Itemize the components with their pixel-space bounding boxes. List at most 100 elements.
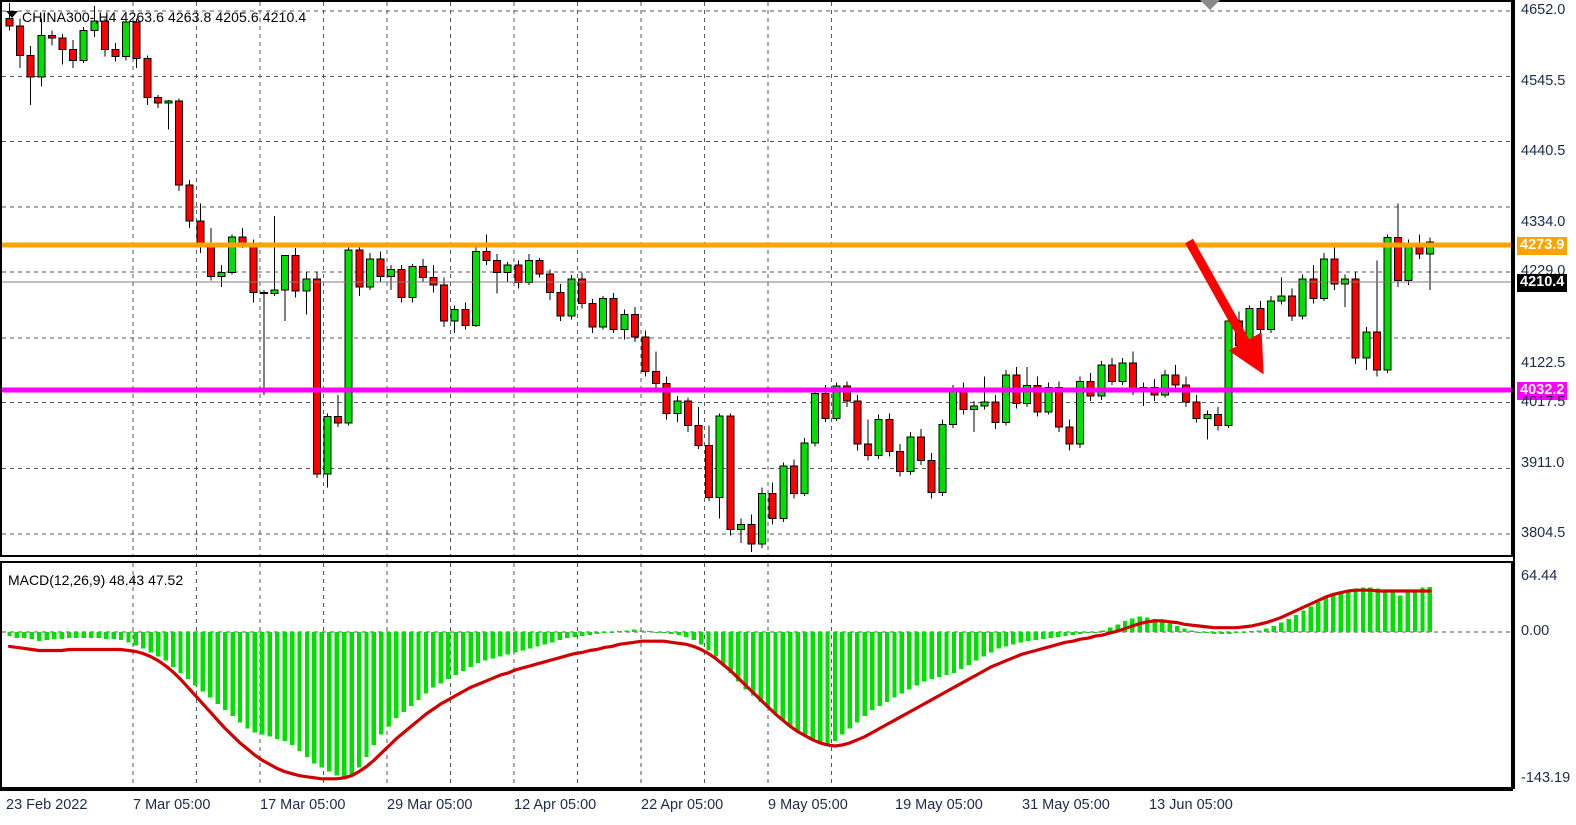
macd-histogram-bar	[408, 632, 414, 706]
candlestick	[1033, 376, 1042, 417]
collapse-triangle-down-icon[interactable]	[6, 11, 18, 18]
candlestick	[1224, 314, 1233, 429]
price-chart-panel[interactable]: CHINA300-,H4 4263.6 4263.8 4205.6 4210.4	[0, 0, 1513, 557]
macd-histogram-bar	[1070, 632, 1076, 636]
candlestick	[736, 518, 745, 543]
candlestick	[122, 12, 131, 61]
macd-histogram-bar	[1011, 632, 1016, 645]
macd-histogram-bar	[1063, 632, 1068, 637]
price-scale-panel[interactable]: 4652.0 4545.5 4440.5 4334.0 4273.9 4229.0 4210…	[1513, 0, 1576, 789]
macd-histogram-bar	[297, 632, 302, 752]
candlestick	[726, 413, 735, 536]
candlestick	[1288, 288, 1297, 321]
time-scale-panel[interactable]: 23 Feb 2022 7 Mar 05:00 17 Mar 05:00 29 Mar…	[0, 789, 1576, 825]
macd-histogram-bar	[44, 632, 49, 641]
candlestick	[259, 289, 268, 395]
candlestick	[599, 296, 608, 330]
candlestick	[1065, 419, 1074, 451]
candlestick	[1171, 365, 1180, 389]
candlestick	[143, 55, 152, 105]
macd-histogram-bar	[765, 632, 771, 708]
candlestick	[429, 265, 438, 293]
macd-histogram-bar	[156, 632, 161, 657]
macd-histogram-bar	[609, 632, 615, 633]
macd-histogram-bar	[639, 630, 644, 632]
down-arrow-annotation[interactable]	[1185, 238, 1264, 375]
candlestick	[1160, 370, 1169, 398]
macd-histogram-bar	[334, 632, 339, 776]
macd-histogram-bar	[706, 632, 711, 651]
candlestick	[217, 265, 226, 287]
candlestick	[69, 40, 78, 68]
price-scale-tick: 4652.0	[1521, 2, 1566, 18]
macd-histogram-bar	[1249, 631, 1254, 633]
macd-histogram-bar	[118, 632, 124, 641]
candlestick	[90, 6, 99, 37]
macd-histogram-bar	[96, 632, 101, 639]
candlestick	[1266, 296, 1275, 334]
macd-histogram-bar	[676, 632, 681, 636]
macd-histogram-bar	[379, 632, 384, 735]
macd-histogram-bar	[959, 632, 964, 669]
macd-plot-area[interactable]	[2, 563, 1511, 787]
macd-histogram-bar	[103, 632, 109, 640]
candlestick	[588, 299, 597, 334]
candlestick	[577, 272, 586, 309]
macd-histogram-bar	[141, 632, 146, 649]
time-scale-tick: 22 Apr 05:00	[641, 797, 724, 813]
macd-histogram-bar	[222, 632, 228, 711]
candlestick	[1023, 367, 1032, 408]
macd-histogram-bar	[654, 632, 659, 633]
macd-histogram-bar	[498, 632, 503, 657]
macd-histogram-bar	[59, 632, 64, 640]
macd-histogram-bar	[1405, 591, 1410, 632]
macd-histogram-bar	[282, 632, 287, 741]
macd-histogram-bar	[572, 632, 577, 638]
candlestick	[959, 382, 968, 415]
macd-histogram-bar	[936, 632, 942, 678]
candlestick	[493, 254, 502, 294]
macd-indicator-panel[interactable]: MACD(12,26,9) 48.43 47.52	[0, 561, 1513, 789]
candlestick	[323, 413, 332, 488]
candlestick	[111, 43, 120, 62]
macd-histogram-bar	[557, 632, 563, 641]
macd-histogram-bar	[1182, 628, 1187, 632]
macd-histogram-bar	[364, 632, 369, 758]
candlestick	[620, 309, 629, 340]
macd-histogram-bar	[208, 632, 213, 698]
candlestick	[440, 277, 449, 327]
macd-histogram-bar	[438, 632, 444, 684]
macd-histogram-bar	[1212, 632, 1217, 635]
macd-histogram-bar	[1100, 630, 1105, 632]
candlestick	[387, 265, 396, 290]
macd-histogram-bar	[14, 632, 20, 639]
candlestick	[535, 257, 544, 278]
candlestick	[811, 388, 820, 447]
macd-histogram-bar	[431, 632, 436, 688]
price-level-tag-black[interactable]: 4210.4	[1517, 274, 1568, 292]
macd-histogram-bar	[1271, 626, 1276, 632]
macd-histogram-bar	[1278, 622, 1284, 632]
candlestick	[906, 431, 915, 476]
candlestick	[609, 293, 618, 334]
candlestick	[546, 269, 555, 300]
candlestick	[758, 487, 767, 548]
macd-histogram-bar	[1115, 624, 1120, 632]
macd-histogram-bar	[1018, 632, 1024, 643]
candlestick	[1213, 407, 1222, 431]
macd-histogram-bar	[587, 632, 592, 636]
price-plot-area[interactable]	[2, 2, 1511, 555]
macd-histogram-bar	[490, 632, 496, 659]
macd-histogram-bar	[1241, 632, 1247, 633]
macd-histogram-bar	[1174, 626, 1180, 632]
candlestick	[164, 99, 173, 130]
candlestick	[747, 514, 756, 553]
candlestick	[1372, 260, 1381, 377]
macd-histogram-bar	[289, 632, 295, 745]
macd-histogram-bar	[810, 632, 815, 739]
macd-histogram-bar	[684, 632, 689, 638]
price-level-tag-magenta[interactable]: 4032.2	[1517, 382, 1568, 400]
macd-histogram-bar	[1390, 592, 1395, 632]
macd-histogram-bar	[1353, 588, 1358, 632]
price-level-tag-orange[interactable]: 4273.9	[1517, 237, 1568, 255]
